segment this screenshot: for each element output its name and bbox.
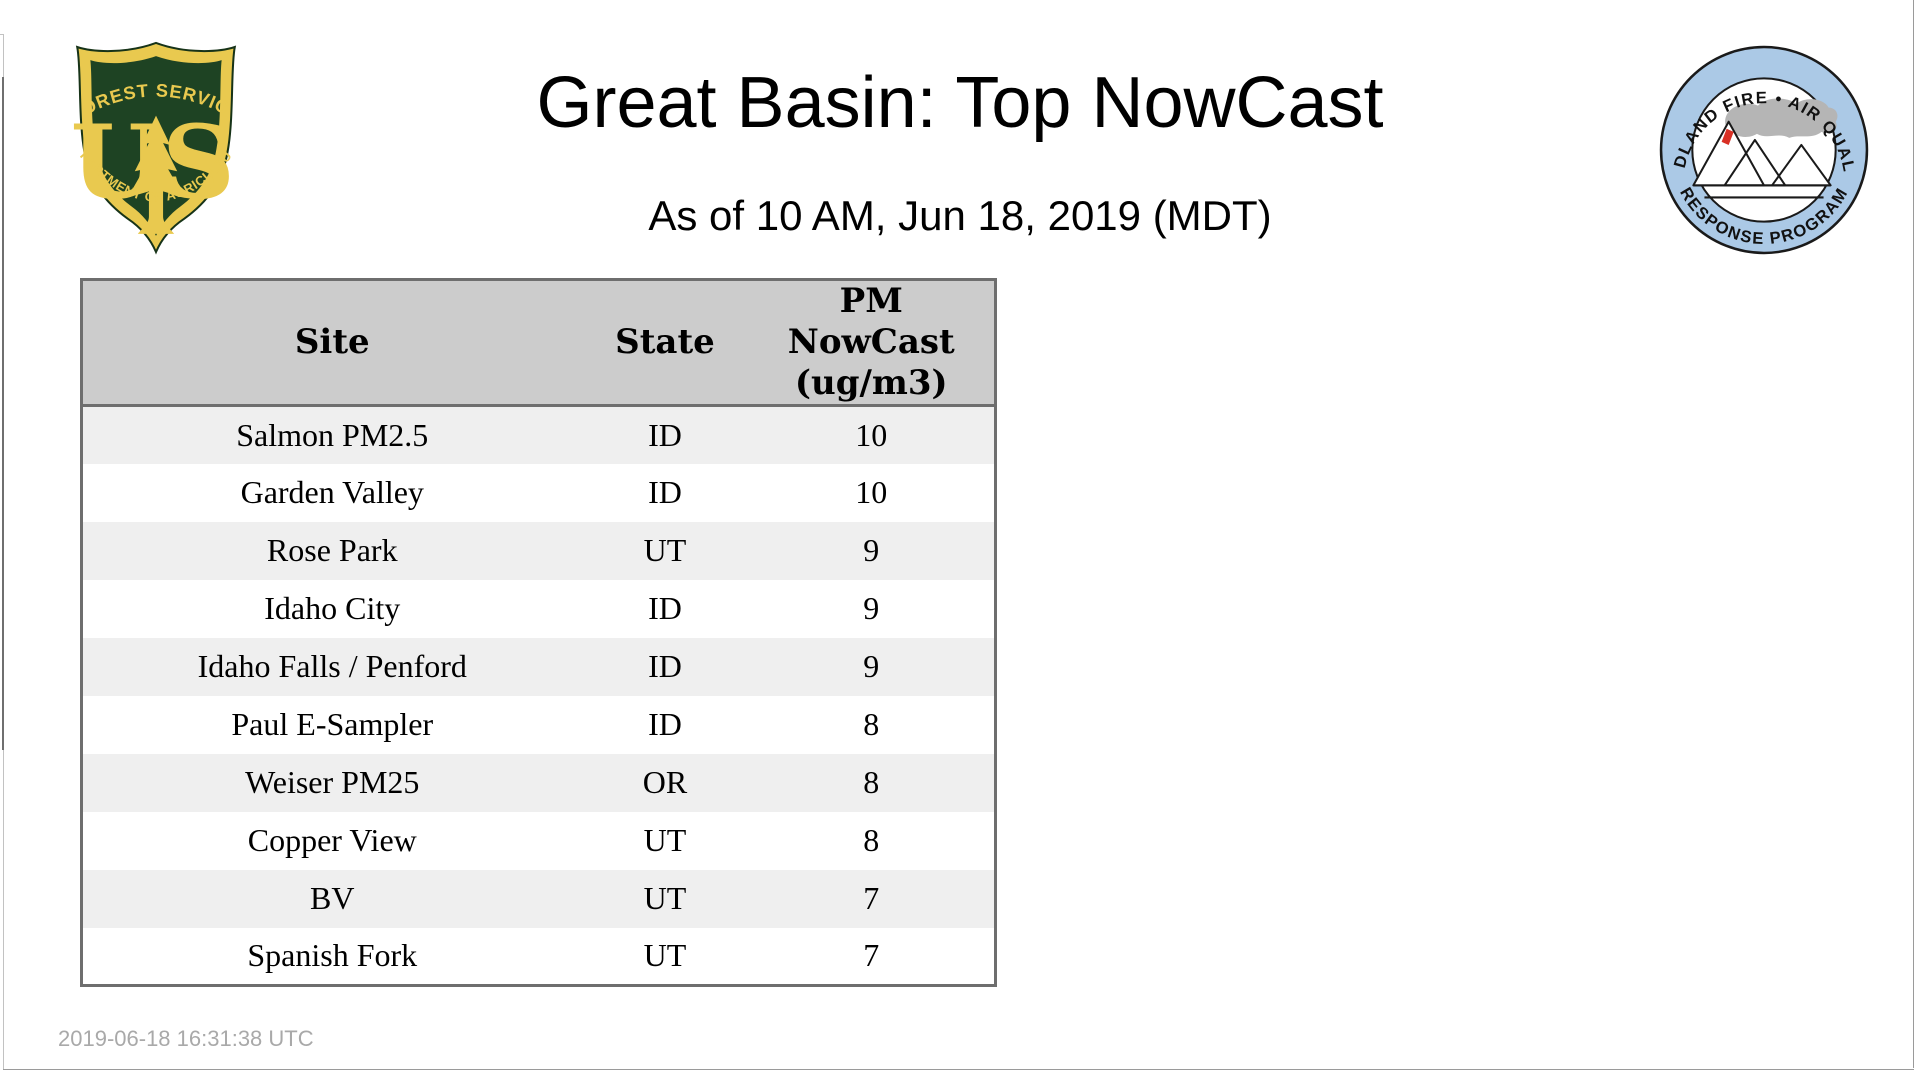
- value-cell: 9: [863, 590, 880, 626]
- state-cell: ID: [648, 648, 682, 684]
- table-row: Spanish Fork UT 7: [81, 927, 996, 986]
- table-row: BV UT 7: [81, 869, 996, 928]
- page-title: Great Basin: Top NowCast: [536, 63, 1384, 143]
- site-cell: Idaho Falls / Penford: [197, 648, 467, 684]
- table-row: Salmon PM2.5 ID 10: [81, 405, 996, 464]
- pine-tree-icon: [127, 115, 185, 234]
- smoke-icon: [1725, 98, 1838, 138]
- frame-top-stub: [0, 34, 4, 35]
- table-row: Rose Park UT 9: [81, 521, 996, 580]
- site-cell: Weiser PM25: [245, 764, 420, 800]
- site-cell: Paul E-Sampler: [231, 706, 434, 742]
- table-row: Idaho City ID 9: [81, 579, 996, 638]
- state-cell: UT: [643, 937, 687, 974]
- state-cell: UT: [643, 880, 687, 916]
- col-header-pm-nowcast: PM NowCast (ug/m3): [748, 279, 996, 407]
- table-row: Weiser PM25 OR 8: [81, 753, 996, 812]
- value-cell: 8: [863, 764, 880, 800]
- table-row: Paul E-Sampler ID 8: [81, 695, 996, 754]
- scrollbar-thumb[interactable]: [2, 77, 4, 750]
- flame-icon: [1721, 128, 1734, 145]
- value-cell: 9: [863, 648, 880, 684]
- state-cell: ID: [648, 590, 682, 626]
- state-cell: UT: [643, 532, 687, 568]
- value-cell: 8: [863, 706, 880, 742]
- value-cell: 8: [863, 822, 880, 858]
- site-cell: Salmon PM2.5: [236, 416, 429, 453]
- col-header-state: State: [581, 279, 749, 407]
- frame-right-border: [1913, 0, 1914, 1068]
- table-row: Idaho Falls / Penford ID 9: [81, 637, 996, 696]
- site-cell: Spanish Fork: [247, 937, 418, 974]
- site-cell: BV: [310, 880, 355, 916]
- value-cell: 7: [863, 880, 880, 916]
- page-subtitle: As of 10 AM, Jun 18, 2019 (MDT): [648, 192, 1272, 239]
- col-header-site: Site: [81, 279, 582, 407]
- table-header-row: Site State PM NowCast (ug/m3): [81, 279, 996, 407]
- site-cell: Rose Park: [266, 532, 398, 568]
- state-cell: ID: [648, 474, 682, 510]
- site-cell: Copper View: [247, 822, 417, 858]
- wfaqrp-logo: WILDLAND FIRE • AIR QUALITY RESPONSE PRO…: [1657, 43, 1869, 255]
- frame-bottom-border: [3, 1069, 1914, 1070]
- mountains-icon: [1692, 120, 1832, 199]
- table-row: Copper View UT 8: [81, 811, 996, 870]
- state-cell: OR: [642, 764, 688, 800]
- nowcast-table: Site State PM NowCast (ug/m3) Salmon PM2…: [80, 278, 997, 987]
- site-cell: Garden Valley: [240, 474, 424, 510]
- site-cell: Idaho City: [264, 590, 401, 626]
- state-cell: ID: [648, 416, 682, 453]
- usfs-logo: FOREST SERVICE U S DEPARTMENT OF AGRICUL…: [55, 38, 237, 255]
- generation-timestamp: 2019-06-18 16:31:38 UTC: [58, 1026, 314, 1051]
- table-row: Garden Valley ID 10: [81, 463, 996, 522]
- value-cell: 10: [855, 416, 888, 453]
- value-cell: 9: [863, 532, 880, 568]
- state-cell: ID: [648, 706, 682, 742]
- value-cell: 10: [855, 474, 888, 510]
- state-cell: UT: [643, 822, 687, 858]
- usfs-letter-s: S: [162, 102, 235, 221]
- value-cell: 7: [863, 937, 880, 974]
